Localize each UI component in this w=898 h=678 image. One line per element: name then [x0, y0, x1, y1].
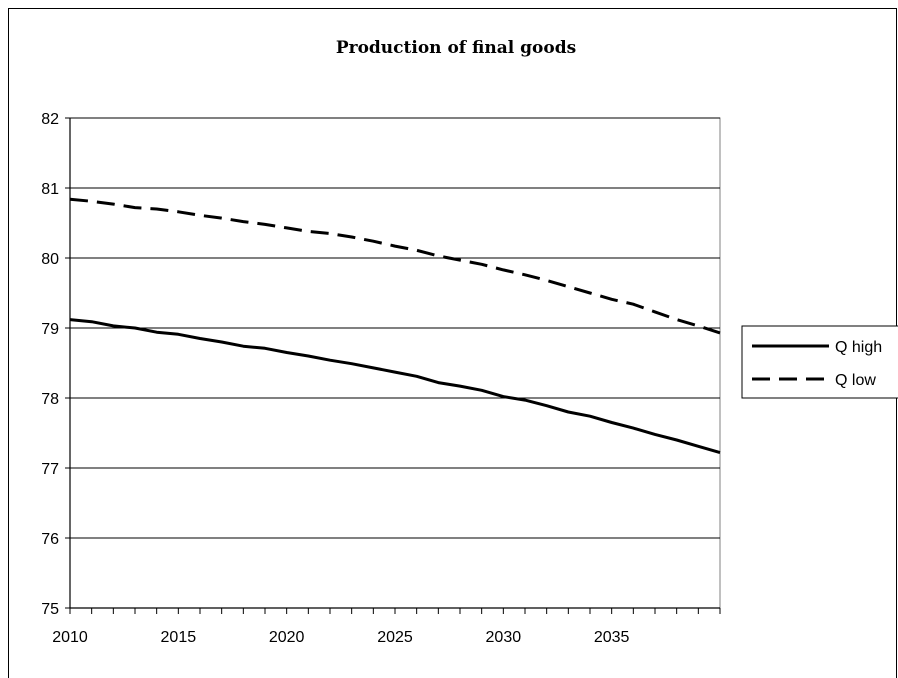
x-tick-label-2015: 2015 [161, 629, 197, 646]
y-tick-label-79: 79 [41, 321, 59, 338]
plot-area [69, 117, 721, 609]
series-line-q-high [69, 318, 721, 455]
series-lines [69, 197, 721, 455]
legend-label-0: Q high [835, 339, 882, 356]
legend-label-1: Q low [835, 372, 876, 389]
x-tick-label-2025: 2025 [377, 629, 413, 646]
y-tick-label-76: 76 [41, 531, 59, 548]
chart-title: Production of final goods [336, 38, 576, 58]
x-tick-label-2030: 2030 [486, 629, 522, 646]
x-tick-label-2010: 2010 [52, 629, 88, 646]
y-tick-label-77: 77 [41, 461, 59, 478]
x-tick-label-2035: 2035 [594, 629, 630, 646]
y-tick-label-80: 80 [41, 251, 59, 268]
y-tick-label-78: 78 [41, 391, 59, 408]
x-tick-label-2020: 2020 [269, 629, 305, 646]
legend-box [741, 325, 898, 399]
y-tick-label-75: 75 [41, 601, 59, 618]
axes: 75 76 77 78 79 80 81 82 2010 2015 2020 2025 2030 2035 [41, 111, 721, 646]
series-line-q-low [69, 197, 721, 335]
legend: Q high Q low [741, 325, 898, 399]
gridlines [69, 117, 721, 609]
y-tick-label-82: 82 [41, 111, 59, 128]
y-tick-label-81: 81 [41, 181, 59, 198]
